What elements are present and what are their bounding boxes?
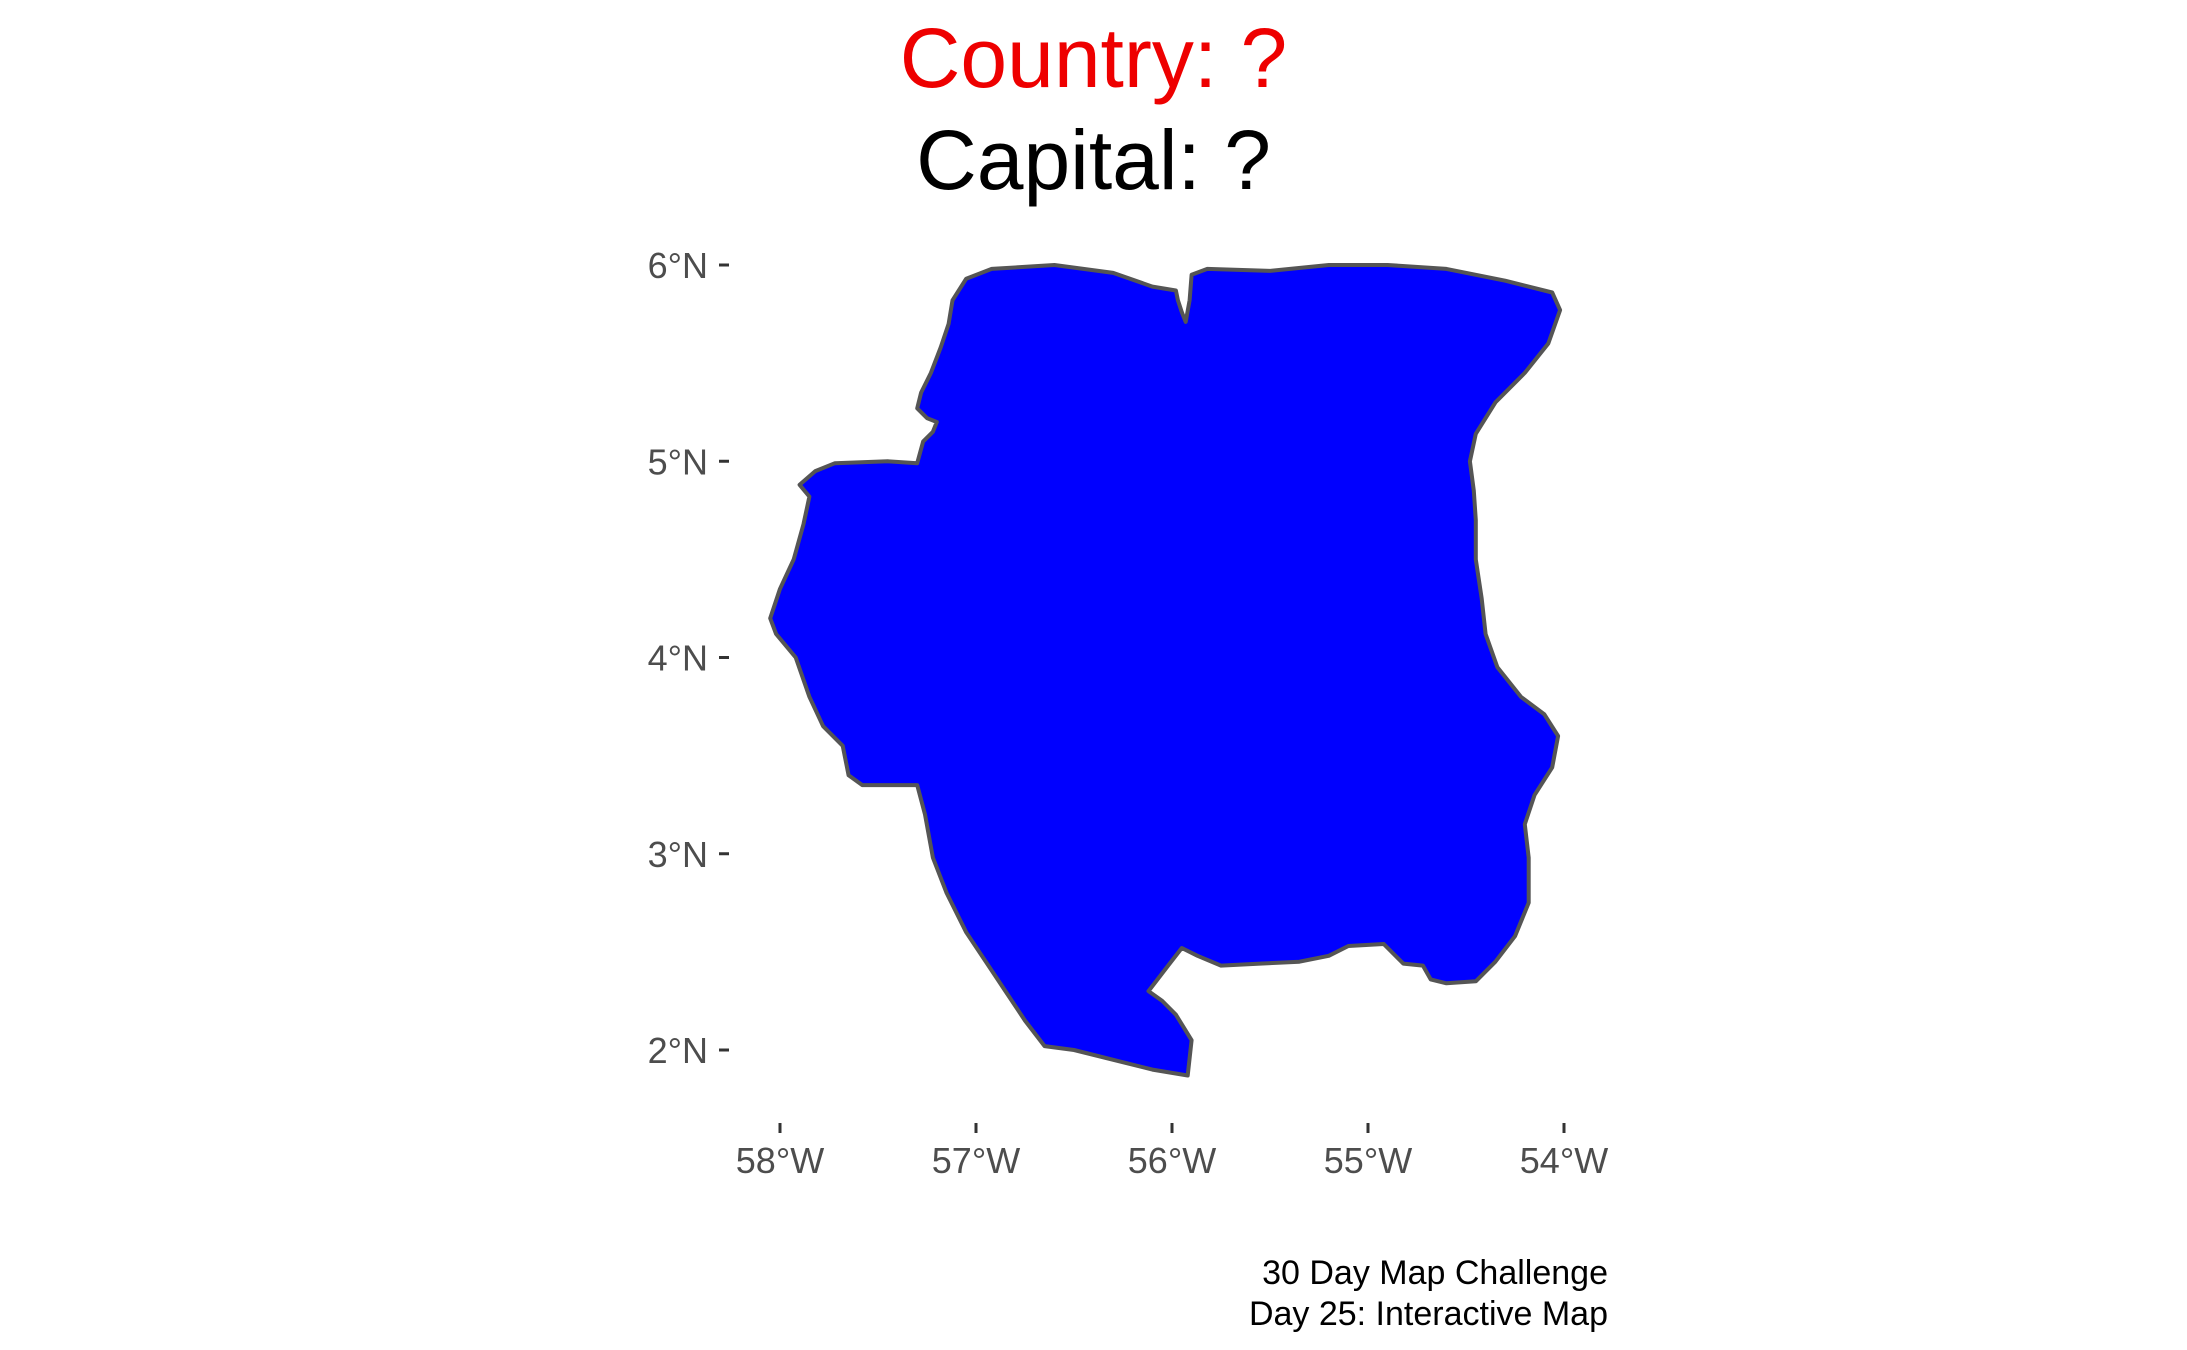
country-layer [768,263,1563,1078]
x-tick-label: 57°W [932,1140,1020,1181]
x-tick-label: 58°W [736,1140,824,1181]
y-axis: 6°N 5°N 4°N 3°N 2°N [648,245,729,1071]
caption-line-2: Day 25: Interactive Map [1248,1295,1608,1333]
y-tick-label: 2°N [648,1030,708,1071]
capital-title: Capital: ? [916,113,1271,207]
x-axis: 58°W 57°W 56°W 55°W 54°W [736,1123,1608,1181]
y-tick-label: 6°N [648,245,708,286]
x-tick-label: 54°W [1520,1140,1608,1181]
country-title: Country: ? [899,11,1288,105]
y-tick-label: 3°N [648,834,708,875]
caption-line-1: 30 Day Map Challenge [1262,1254,1608,1292]
country-shape[interactable] [768,263,1563,1078]
y-tick-label: 4°N [648,638,708,679]
x-tick-label: 55°W [1324,1140,1412,1181]
y-tick-label: 5°N [648,441,708,482]
x-tick-label: 56°W [1128,1140,1216,1181]
